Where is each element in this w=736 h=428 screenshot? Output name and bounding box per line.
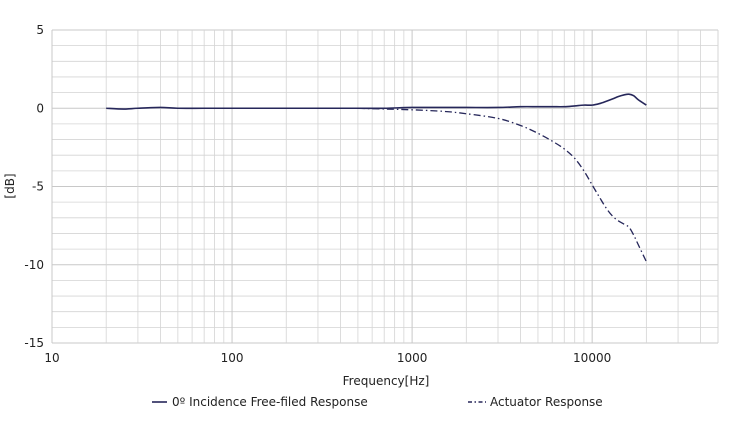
series-line-actuator <box>357 107 647 262</box>
x-tick-label: 1000 <box>397 351 428 365</box>
y-tick-label: -10 <box>24 258 44 272</box>
y-tick-label: -5 <box>32 180 44 194</box>
x-tick-label: 10 <box>44 351 59 365</box>
legend-label-free-field: 0º Incidence Free-filed Response <box>172 395 368 409</box>
grid <box>51 29 719 344</box>
y-tick-label: -15 <box>24 336 44 350</box>
x-tick-label: 100 <box>221 351 244 365</box>
y-tick-label: 0 <box>36 101 44 115</box>
series-lines <box>106 93 647 262</box>
series-line-free-field <box>106 93 647 110</box>
legend-label-actuator: Actuator Response <box>490 395 603 409</box>
y-axis-label: [dB] <box>3 173 17 198</box>
x-tick-label: 10000 <box>573 351 611 365</box>
x-axis-label: Frequency[Hz] <box>343 374 430 388</box>
y-tick-label: 5 <box>36 23 44 37</box>
legend: 0º Incidence Free-filed Response Actuato… <box>152 395 603 409</box>
